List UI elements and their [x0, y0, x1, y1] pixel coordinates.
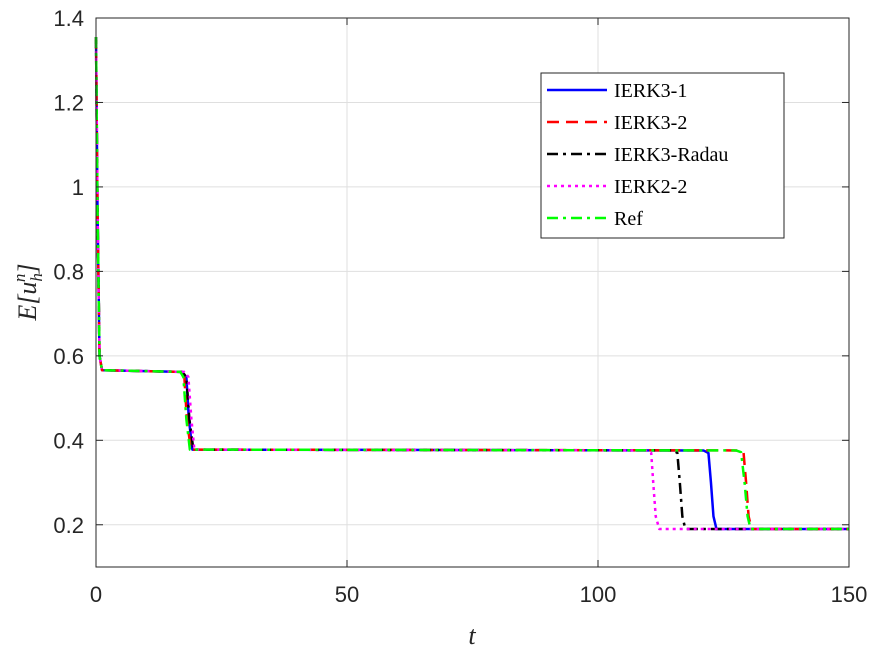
y-axis-label-sub: h	[27, 273, 46, 282]
y-tick-label: 0.6	[53, 344, 84, 369]
y-axis-label-base: E[u	[13, 282, 42, 322]
series-line-ierk3-2	[94, 36, 849, 531]
series-line-ierk2-2	[94, 36, 849, 531]
x-tick-label: 0	[90, 582, 102, 607]
legend-box	[540, 72, 785, 239]
series-line-ref	[94, 36, 849, 531]
legend: IERK3-1 IERK3-2 IERK3-Radau IERK2-2 Ref	[540, 72, 785, 239]
y-axis-label: E[uhn]	[10, 263, 46, 321]
y-tick-label: 1	[72, 175, 84, 200]
x-axis-label: t	[468, 621, 476, 650]
y-tick-label: 0.2	[53, 513, 84, 538]
y-tick-label: 0.4	[53, 428, 84, 453]
plot-frame	[95, 17, 850, 568]
axis-ticks: 0 50 100 150 0.2 0.4 0.6 0.8 1 1.2 1.4	[53, 6, 867, 607]
y-tick-label: 1.4	[53, 6, 84, 31]
legend-label-ierk2-2: IERK2-2	[614, 176, 687, 198]
legend-label-ierk3-1: IERK3-1	[614, 80, 687, 102]
y-axis-label-sup: n	[10, 274, 29, 283]
legend-label-ierk3-radau: IERK3-Radau	[614, 144, 728, 166]
x-tick-label: 50	[335, 582, 359, 607]
legend-label-ierk3-2: IERK3-2	[614, 112, 687, 134]
legend-label-ref: Ref	[614, 208, 643, 230]
x-tick-label: 150	[831, 582, 868, 607]
legend-items: IERK3-1 IERK3-2 IERK3-Radau IERK2-2 Ref	[547, 80, 728, 230]
y-tick-label: 1.2	[53, 90, 84, 115]
y-tick-label: 0.8	[53, 259, 84, 284]
x-tick-label: 100	[580, 582, 617, 607]
series-layer	[94, 36, 849, 531]
y-axis-label-close: ]	[13, 263, 42, 274]
